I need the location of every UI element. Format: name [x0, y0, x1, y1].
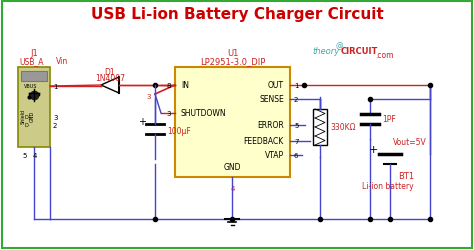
Text: 2: 2 [294, 96, 298, 102]
Text: Vout=5V: Vout=5V [393, 138, 427, 147]
Text: BT1: BT1 [398, 172, 414, 181]
Text: 5: 5 [294, 122, 298, 128]
Text: OUT: OUT [268, 81, 284, 90]
Text: 8: 8 [166, 83, 171, 89]
Text: D1: D1 [105, 68, 115, 77]
Polygon shape [101, 78, 119, 94]
Text: 3: 3 [146, 94, 151, 100]
Text: SHUTDOWN: SHUTDOWN [181, 109, 227, 118]
Bar [21, 72, 47, 82]
Text: CIRCUIT: CIRCUIT [341, 47, 378, 56]
Text: ERROR: ERROR [257, 121, 284, 130]
Text: Li-ion battery: Li-ion battery [362, 182, 414, 191]
Text: VTAP: VTAP [265, 151, 284, 160]
Text: SENSE: SENSE [259, 95, 284, 104]
Text: 4: 4 [33, 152, 37, 158]
Text: 100µF: 100µF [167, 127, 191, 136]
Bar [313, 110, 327, 146]
Text: 1PF: 1PF [382, 115, 396, 124]
Text: .com: .com [375, 51, 393, 60]
Text: 4: 4 [230, 185, 235, 191]
Text: 2: 2 [53, 122, 57, 128]
Text: J1: J1 [30, 49, 38, 58]
Text: theory: theory [313, 47, 340, 56]
Text: 1: 1 [53, 84, 57, 90]
Text: USB Li-ion Battery Charger Circuit: USB Li-ion Battery Charger Circuit [91, 6, 383, 22]
Text: Shield: Shield [20, 108, 26, 123]
Text: VBUS: VBUS [24, 84, 37, 89]
Text: FEEDBACK: FEEDBACK [244, 137, 284, 146]
Bar [18, 68, 50, 148]
Bar [175, 68, 290, 177]
Text: 3: 3 [53, 114, 57, 120]
Text: Vin: Vin [56, 57, 68, 66]
Text: D+: D+ [24, 115, 32, 120]
Text: GND: GND [29, 110, 35, 121]
Text: IN: IN [181, 81, 189, 90]
Text: D-: D- [24, 123, 29, 128]
Text: USB_A: USB_A [20, 57, 44, 66]
Text: +: + [138, 116, 146, 126]
Text: U1: U1 [227, 49, 238, 58]
Text: 1: 1 [294, 83, 299, 89]
Text: 6: 6 [294, 152, 299, 158]
Text: +: + [368, 144, 378, 154]
Text: GND: GND [224, 163, 241, 172]
Text: 3: 3 [166, 110, 171, 116]
Text: LP2951-3.0_DIP: LP2951-3.0_DIP [200, 57, 265, 66]
Text: 5: 5 [23, 152, 27, 158]
Text: 330KΩ: 330KΩ [330, 123, 356, 132]
Text: 7: 7 [294, 138, 299, 144]
Text: @: @ [335, 41, 343, 50]
Text: 1N4007: 1N4007 [95, 74, 125, 83]
